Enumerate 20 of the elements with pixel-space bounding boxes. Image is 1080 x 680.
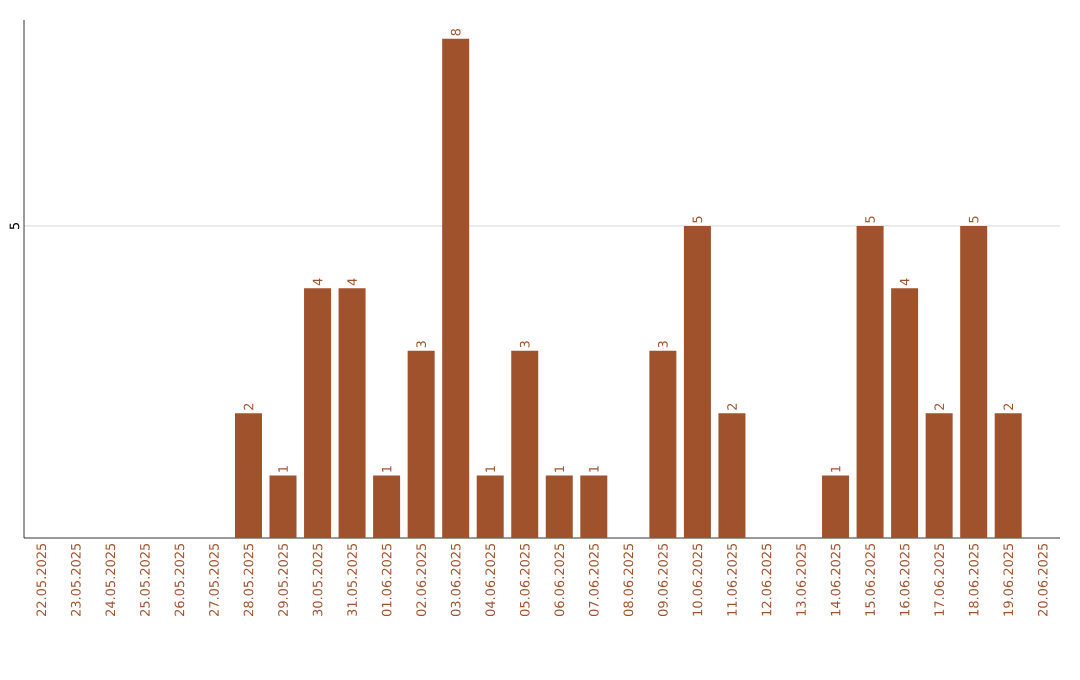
bar: [994, 413, 1022, 538]
bar: [580, 475, 608, 538]
bar: [960, 225, 988, 538]
bar: [856, 225, 884, 538]
bar: [891, 288, 919, 538]
bar: [234, 413, 262, 538]
bar: [718, 413, 746, 538]
bar: [545, 475, 573, 538]
bar: [476, 475, 504, 538]
bar: [925, 413, 953, 538]
bar: [373, 475, 401, 538]
bar: [649, 350, 677, 538]
bar: [338, 288, 366, 538]
bar: [269, 475, 297, 538]
bar: [511, 350, 539, 538]
bar: [442, 38, 470, 538]
bar: [304, 288, 332, 538]
bar: [407, 350, 435, 538]
bar: [683, 225, 711, 538]
bar: [822, 475, 850, 538]
